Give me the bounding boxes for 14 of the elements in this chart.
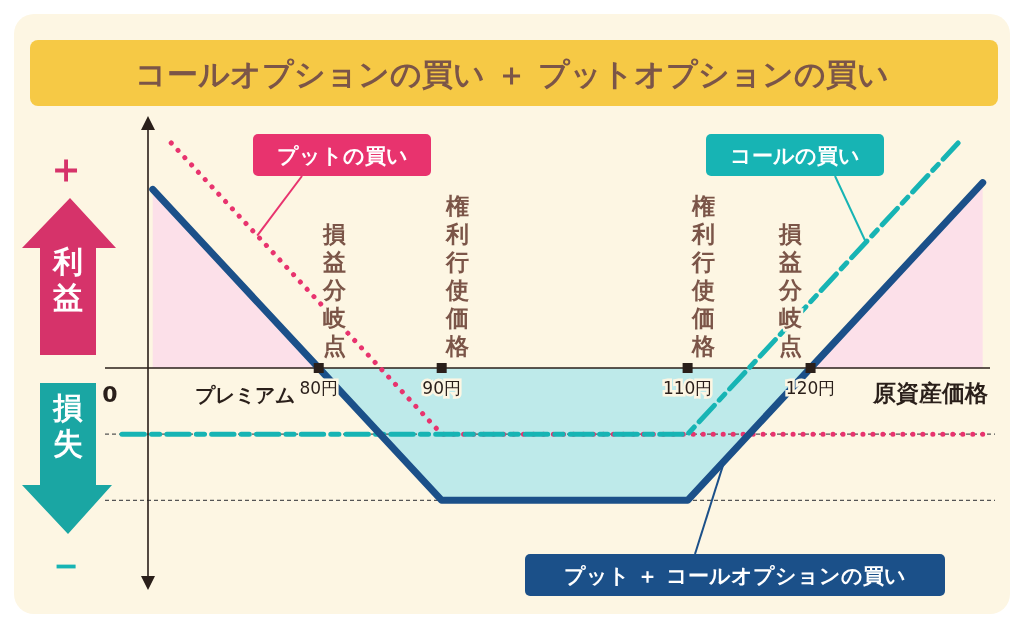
annotation: 0 — [102, 382, 118, 407]
annotation: 利益 — [53, 244, 83, 315]
annotation: 権利行使価格 — [446, 193, 470, 359]
x-tick-label: 90円 — [422, 378, 462, 398]
annotation: 権利行使価格 — [692, 193, 716, 359]
x-tick-label: 80円 — [299, 378, 339, 398]
annotation: 損益分岐点 — [323, 221, 347, 359]
annotation: 損失 — [53, 390, 83, 461]
x-tick-label: 110円 — [662, 378, 713, 398]
annotation: ＋ — [46, 145, 86, 191]
chart-title: コールオプションの買い ＋ プットオプションの買い — [135, 56, 889, 92]
x-axis-title: 原資産価格 — [872, 380, 988, 406]
annotation: プレミアム — [195, 383, 295, 407]
annotation: － — [46, 541, 86, 587]
